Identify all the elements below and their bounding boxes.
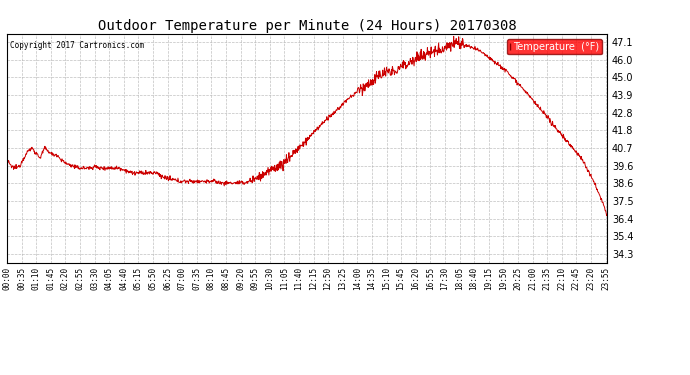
Legend: Temperature  (°F): Temperature (°F) xyxy=(507,39,602,54)
Text: Copyright 2017 Cartronics.com: Copyright 2017 Cartronics.com xyxy=(10,40,144,50)
Title: Outdoor Temperature per Minute (24 Hours) 20170308: Outdoor Temperature per Minute (24 Hours… xyxy=(98,19,516,33)
